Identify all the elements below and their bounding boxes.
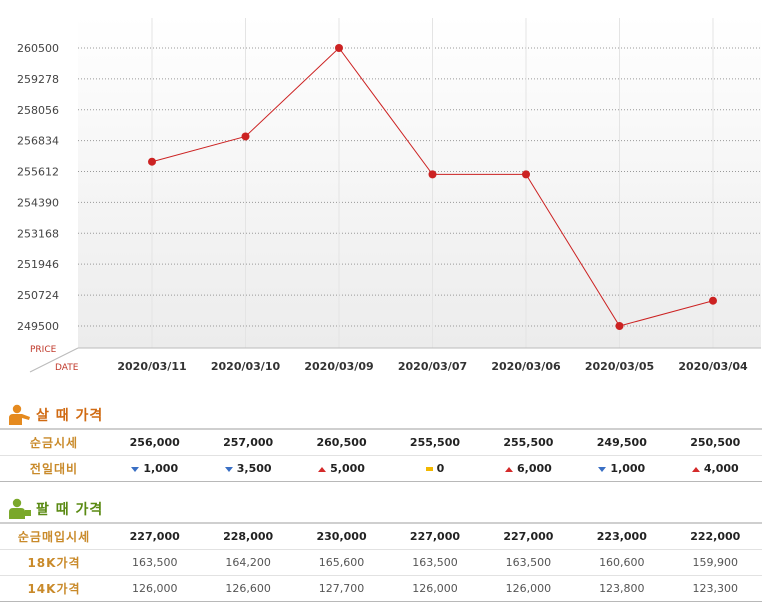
y-tick-label: 258056 — [17, 104, 59, 117]
down-triangle-icon — [598, 466, 607, 472]
price-cell: 250,500 — [690, 436, 741, 449]
price-cell: 255,500 — [409, 436, 461, 449]
person-orange-icon — [9, 404, 30, 425]
x-axis-title: DATE — [55, 363, 79, 373]
data-point — [241, 132, 250, 141]
price-cell: 164,200 — [225, 556, 271, 569]
price-cell: 249,500 — [596, 436, 647, 449]
price-cell: 126,000 — [412, 582, 458, 595]
price-cell: 257,000 — [223, 436, 274, 449]
x-tick-label: 2020/03/10 — [211, 360, 281, 373]
buy-price-table: 순금시세 256,000 257,000 260,500 255,500 255,500 2… — [0, 428, 762, 482]
y-tick-label: 255612 — [17, 166, 59, 179]
x-tick-label: 2020/03/07 — [398, 360, 467, 373]
data-point — [522, 170, 530, 179]
price-cell: 160,600 — [599, 556, 645, 569]
up-triangle-icon — [691, 466, 700, 472]
change-value: 5,000 — [330, 462, 365, 475]
change-value: 0 — [436, 462, 445, 475]
y-tick-label: 253168 — [17, 227, 59, 240]
row-label: 전일대비 — [29, 462, 79, 476]
price-cell: 255,500 — [503, 436, 554, 449]
price-cell: 165,600 — [318, 556, 365, 569]
price-cell: 260,500 — [316, 436, 367, 449]
axis-diagonal — [29, 347, 79, 373]
y-tick-label: 256834 — [17, 135, 59, 148]
y-tick-label: 249500 — [17, 320, 59, 333]
price-cell: 159,900 — [692, 556, 739, 569]
change-cell: 3,500 — [201, 456, 294, 482]
row-label: 14K가격 — [27, 582, 81, 596]
down-triangle-icon — [224, 466, 233, 472]
y-tick-label: 254390 — [17, 196, 59, 209]
row-label: 순금매입시세 — [17, 530, 91, 544]
price-cell: 230,000 — [316, 530, 367, 543]
down-triangle-icon — [131, 466, 140, 472]
sell-price-table: 순금매입시세 227,000 228,000 230,000 227,000 227,00… — [0, 522, 762, 602]
plot-background — [78, 16, 761, 348]
change-value: 3,500 — [236, 462, 272, 475]
change-cell: 6,000 — [482, 456, 575, 482]
change-cell: 4,000 — [669, 456, 762, 482]
change-cell: 0 — [388, 456, 481, 482]
price-cell: 126,000 — [131, 582, 178, 595]
up-triangle-icon — [318, 466, 327, 472]
table-row: 18K가격 163,500 164,200 165,600 163,500 163,500… — [0, 550, 762, 576]
price-cell: 227,000 — [409, 530, 461, 543]
price-cell: 126,000 — [505, 582, 552, 595]
buy-title-text: 살 때 가격 — [36, 408, 104, 424]
table-row: 순금매입시세 227,000 228,000 230,000 227,000 227,00… — [0, 523, 762, 550]
y-tick-label: 259278 — [17, 73, 59, 86]
table-row: 14K가격 126,000 126,600 127,700 126,000 126,000… — [0, 576, 762, 602]
y-axis-title: PRICE — [30, 345, 57, 355]
row-label: 순금시세 — [29, 436, 79, 450]
data-point — [709, 296, 717, 305]
x-tick-label: 2020/03/09 — [304, 360, 373, 373]
sell-section-title: 팔 때 가격 — [8, 498, 103, 520]
price-cell: 127,700 — [318, 582, 365, 595]
x-tick-label: 2020/03/04 — [678, 360, 748, 373]
change-cell: 1,000 — [575, 456, 668, 482]
price-cell: 123,800 — [599, 582, 645, 595]
change-value: 1,000 — [610, 462, 646, 475]
change-cell: 1,000 — [108, 456, 201, 482]
x-tick-label: 2020/03/11 — [117, 360, 186, 373]
data-point — [428, 170, 437, 179]
table-row: 순금시세 256,000 257,000 260,500 255,500 255,500 2… — [0, 429, 762, 456]
change-value: 1,000 — [143, 462, 179, 475]
data-point — [335, 44, 343, 52]
flat-bar-icon — [425, 467, 433, 471]
price-cell: 256,000 — [129, 436, 180, 449]
x-tick-label: 2020/03/06 — [491, 360, 561, 373]
price-cell: 222,000 — [690, 530, 741, 543]
buy-section-title: 살 때 가격 — [8, 404, 103, 426]
person-green-icon — [9, 498, 31, 519]
price-cell: 223,000 — [596, 530, 647, 543]
change-value: 4,000 — [703, 462, 739, 475]
price-cell: 163,500 — [505, 556, 552, 569]
price-cell: 227,000 — [129, 530, 180, 543]
x-tick-label: 2020/03/05 — [585, 360, 654, 373]
y-tick-label: 251946 — [17, 258, 59, 271]
y-tick-label: 250724 — [17, 289, 59, 302]
table-row: 전일대비 1,000 3,500 5,000 0 6,000 1,000 4,000 — [0, 456, 762, 482]
up-triangle-icon — [505, 466, 513, 472]
data-point — [615, 322, 624, 330]
price-line-chart: PRICE DATE 260500 259278 258056 256834 25561… — [17, 16, 761, 373]
change-cell: 5,000 — [295, 456, 388, 482]
change-value: 6,000 — [517, 462, 552, 475]
price-cell: 123,300 — [692, 582, 739, 595]
sell-title-text: 팔 때 가격 — [36, 502, 104, 518]
price-cell: 228,000 — [223, 530, 274, 543]
price-cell: 163,500 — [412, 556, 458, 569]
price-cell: 227,000 — [503, 530, 554, 543]
data-point — [148, 157, 156, 166]
row-label: 18K가격 — [27, 556, 81, 570]
y-tick-label: 260500 — [17, 42, 59, 55]
price-cell: 126,600 — [225, 582, 271, 595]
price-cell: 163,500 — [131, 556, 178, 569]
